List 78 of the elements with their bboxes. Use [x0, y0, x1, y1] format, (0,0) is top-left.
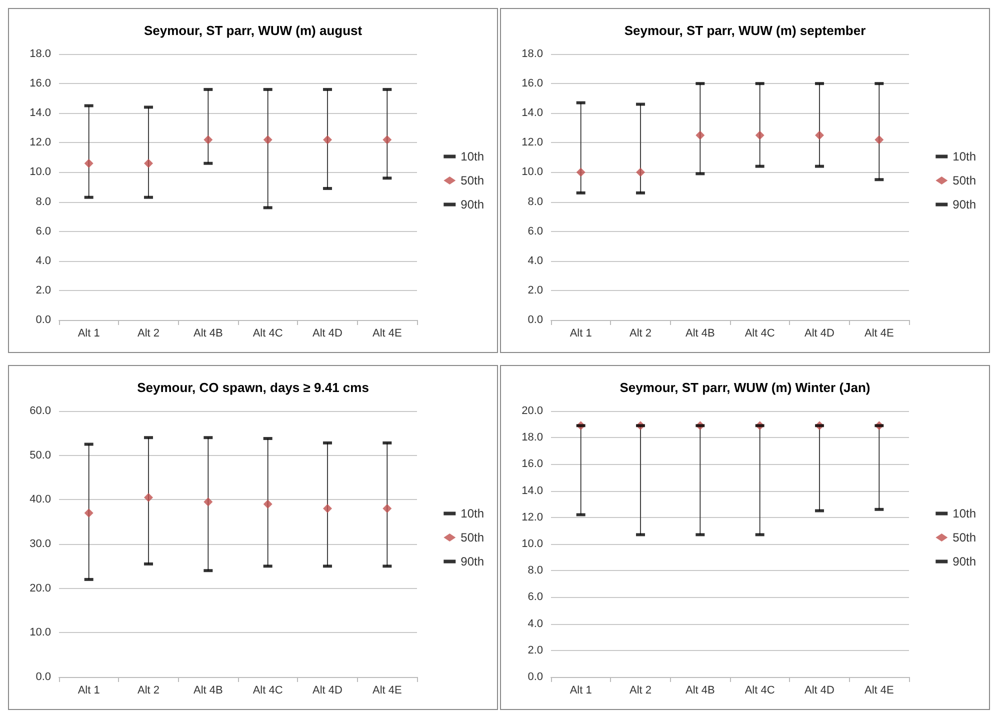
y-tick-label: 16.0: [30, 78, 51, 90]
x-tick-label: Alt 2: [629, 328, 652, 340]
x-tick-label: Alt 1: [570, 684, 592, 696]
y-tick-label: 16.0: [522, 78, 543, 90]
y-tick-label: 20.0: [522, 405, 543, 417]
y-tick-label: 8.0: [528, 564, 543, 577]
x-tick-label: Alt 4B: [685, 684, 715, 696]
x-tick-label: Alt 1: [78, 684, 100, 696]
y-tick-label: 14.0: [522, 484, 543, 497]
x-tick-label: Alt 4E: [864, 328, 894, 340]
y-tick-label: 18.0: [522, 432, 543, 444]
legend-label: 50th: [460, 530, 484, 544]
x-tick-label: Alt 2: [629, 684, 652, 696]
x-tick-label: Alt 4D: [312, 684, 343, 696]
y-tick-label: 0.0: [528, 314, 543, 326]
y-tick-label: 12.0: [522, 136, 543, 149]
y-tick-label: 60.0: [30, 405, 51, 417]
x-tick-label: Alt 4B: [685, 328, 715, 340]
legend-label: 90th: [952, 198, 976, 212]
x-tick-label: Alt 1: [570, 328, 592, 340]
y-tick-label: 16.0: [522, 458, 543, 470]
legend-label: 90th: [460, 198, 484, 212]
x-tick-label: Alt 4E: [372, 684, 402, 696]
legend-label: 10th: [460, 150, 484, 164]
y-tick-label: 10.0: [30, 626, 51, 639]
x-tick-label: Alt 4C: [252, 684, 283, 696]
y-tick-label: 50.0: [30, 449, 51, 462]
y-tick-label: 18.0: [522, 48, 543, 60]
y-tick-label: 10.0: [522, 166, 543, 178]
y-tick-label: 14.0: [30, 107, 51, 120]
y-tick-label: 4.0: [528, 618, 543, 630]
y-tick-label: 0.0: [36, 671, 51, 683]
x-tick-label: Alt 4D: [312, 328, 343, 340]
y-tick-label: 2.0: [528, 644, 543, 656]
x-tick-label: Alt 4E: [372, 328, 402, 340]
chart-title: Seymour, CO spawn, days ≥ 9.41 cms: [137, 380, 369, 395]
legend-label: 50th: [460, 174, 484, 188]
x-tick-label: Alt 4B: [193, 328, 223, 340]
x-tick-label: Alt 4E: [864, 684, 894, 696]
y-tick-label: 10.0: [30, 166, 51, 178]
legend-label: 10th: [460, 506, 484, 520]
y-tick-label: 0.0: [528, 671, 543, 683]
y-tick-label: 10.0: [522, 538, 543, 550]
chart-title: Seymour, ST parr, WUW (m) august: [144, 23, 363, 38]
y-tick-label: 40.0: [30, 494, 51, 506]
legend-label: 50th: [952, 530, 976, 544]
legend-label: 10th: [952, 506, 976, 520]
legend-label: 90th: [460, 554, 484, 568]
x-tick-label: Alt 4C: [252, 328, 283, 340]
y-tick-label: 6.0: [36, 225, 51, 238]
y-tick-label: 8.0: [528, 196, 543, 208]
x-tick-label: Alt 4C: [744, 328, 775, 340]
y-tick-label: 20.0: [30, 582, 51, 594]
y-tick-label: 12.0: [522, 511, 543, 524]
x-tick-label: Alt 4D: [804, 684, 835, 696]
y-tick-label: 2.0: [528, 284, 543, 296]
y-tick-label: 6.0: [528, 591, 543, 604]
y-tick-label: 2.0: [36, 284, 51, 296]
y-tick-label: 4.0: [36, 254, 51, 267]
x-tick-label: Alt 4D: [804, 328, 835, 340]
y-tick-label: 0.0: [36, 314, 51, 326]
y-tick-label: 14.0: [522, 107, 543, 120]
legend-label: 50th: [952, 174, 976, 188]
y-tick-label: 18.0: [30, 48, 51, 60]
y-tick-label: 30.0: [30, 538, 51, 550]
y-tick-label: 12.0: [30, 136, 51, 149]
legend-label: 90th: [952, 554, 976, 568]
y-tick-label: 4.0: [528, 254, 543, 267]
x-tick-label: Alt 2: [137, 684, 160, 696]
x-tick-label: Alt 1: [78, 328, 100, 340]
x-tick-label: Alt 4B: [193, 684, 223, 696]
y-tick-label: 6.0: [528, 225, 543, 238]
x-tick-label: Alt 4C: [744, 684, 775, 696]
chart-title: Seymour, ST parr, WUW (m) september: [624, 23, 866, 38]
legend-label: 10th: [952, 150, 976, 164]
chart-title: Seymour, ST parr, WUW (m) Winter (Jan): [620, 380, 870, 395]
y-tick-label: 8.0: [36, 196, 51, 208]
x-tick-label: Alt 2: [137, 328, 160, 340]
